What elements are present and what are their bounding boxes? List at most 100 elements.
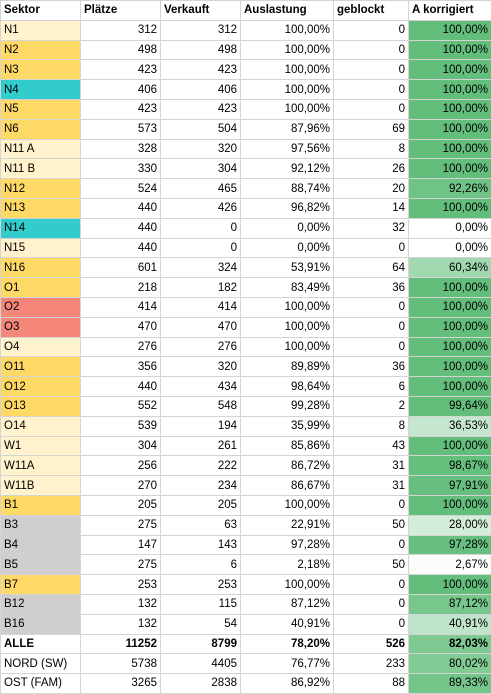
cell-sektor[interactable]: ALLE bbox=[1, 634, 81, 654]
cell-korrigiert[interactable]: 80,02% bbox=[409, 654, 491, 674]
cell-geblockt[interactable]: 6 bbox=[334, 377, 409, 397]
cell-plaetze[interactable]: 406 bbox=[81, 80, 161, 100]
cell-auslastung[interactable]: 100,00% bbox=[241, 575, 334, 595]
cell-auslastung[interactable]: 100,00% bbox=[241, 60, 334, 80]
cell-sektor[interactable]: O14 bbox=[1, 416, 81, 436]
cell-auslastung[interactable]: 100,00% bbox=[241, 495, 334, 515]
cell-geblockt[interactable]: 36 bbox=[334, 278, 409, 298]
cell-auslastung[interactable]: 86,92% bbox=[241, 674, 334, 694]
cell-auslastung[interactable]: 100,00% bbox=[241, 297, 334, 317]
cell-plaetze[interactable]: 498 bbox=[81, 40, 161, 60]
cell-sektor[interactable]: B5 bbox=[1, 555, 81, 575]
cell-geblockt[interactable]: 0 bbox=[334, 337, 409, 357]
cell-verkauft[interactable]: 406 bbox=[161, 80, 241, 100]
cell-auslastung[interactable]: 96,82% bbox=[241, 198, 334, 218]
cell-plaetze[interactable]: 205 bbox=[81, 495, 161, 515]
cell-plaetze[interactable]: 524 bbox=[81, 179, 161, 199]
cell-verkauft[interactable]: 312 bbox=[161, 20, 241, 40]
cell-auslastung[interactable]: 100,00% bbox=[241, 337, 334, 357]
cell-korrigiert[interactable]: 99,64% bbox=[409, 396, 491, 416]
cell-plaetze[interactable]: 276 bbox=[81, 337, 161, 357]
header-verkauft[interactable]: Verkauft bbox=[161, 1, 241, 21]
cell-geblockt[interactable]: 36 bbox=[334, 357, 409, 377]
cell-geblockt[interactable]: 8 bbox=[334, 139, 409, 159]
cell-geblockt[interactable]: 0 bbox=[334, 594, 409, 614]
cell-plaetze[interactable]: 330 bbox=[81, 159, 161, 179]
cell-auslastung[interactable]: 2,18% bbox=[241, 555, 334, 575]
cell-plaetze[interactable]: 423 bbox=[81, 60, 161, 80]
cell-geblockt[interactable]: 0 bbox=[334, 535, 409, 555]
cell-sektor[interactable]: O4 bbox=[1, 337, 81, 357]
cell-sektor[interactable]: N15 bbox=[1, 238, 81, 258]
cell-plaetze[interactable]: 270 bbox=[81, 476, 161, 496]
cell-sektor[interactable]: B16 bbox=[1, 614, 81, 634]
cell-verkauft[interactable]: 0 bbox=[161, 238, 241, 258]
cell-verkauft[interactable]: 6 bbox=[161, 555, 241, 575]
cell-verkauft[interactable]: 182 bbox=[161, 278, 241, 298]
cell-verkauft[interactable]: 2838 bbox=[161, 674, 241, 694]
cell-geblockt[interactable]: 0 bbox=[334, 614, 409, 634]
cell-plaetze[interactable]: 328 bbox=[81, 139, 161, 159]
cell-auslastung[interactable]: 40,91% bbox=[241, 614, 334, 634]
cell-sektor[interactable]: O1 bbox=[1, 278, 81, 298]
cell-korrigiert[interactable]: 28,00% bbox=[409, 515, 491, 535]
cell-korrigiert[interactable]: 100,00% bbox=[409, 40, 491, 60]
cell-auslastung[interactable]: 97,28% bbox=[241, 535, 334, 555]
cell-plaetze[interactable]: 601 bbox=[81, 258, 161, 278]
cell-sektor[interactable]: N3 bbox=[1, 60, 81, 80]
cell-verkauft[interactable]: 470 bbox=[161, 317, 241, 337]
cell-auslastung[interactable]: 53,91% bbox=[241, 258, 334, 278]
cell-korrigiert[interactable]: 82,03% bbox=[409, 634, 491, 654]
cell-sektor[interactable]: O2 bbox=[1, 297, 81, 317]
cell-korrigiert[interactable]: 87,12% bbox=[409, 594, 491, 614]
cell-korrigiert[interactable]: 100,00% bbox=[409, 20, 491, 40]
cell-sektor[interactable]: NORD (SW) bbox=[1, 654, 81, 674]
cell-sektor[interactable]: N14 bbox=[1, 218, 81, 238]
cell-korrigiert[interactable]: 97,28% bbox=[409, 535, 491, 555]
cell-korrigiert[interactable]: 60,34% bbox=[409, 258, 491, 278]
cell-sektor[interactable]: N2 bbox=[1, 40, 81, 60]
cell-plaetze[interactable]: 253 bbox=[81, 575, 161, 595]
cell-geblockt[interactable]: 0 bbox=[334, 20, 409, 40]
cell-geblockt[interactable]: 8 bbox=[334, 416, 409, 436]
cell-auslastung[interactable]: 87,96% bbox=[241, 119, 334, 139]
cell-plaetze[interactable]: 304 bbox=[81, 436, 161, 456]
cell-plaetze[interactable]: 552 bbox=[81, 396, 161, 416]
cell-sektor[interactable]: B12 bbox=[1, 594, 81, 614]
cell-geblockt[interactable]: 31 bbox=[334, 476, 409, 496]
cell-korrigiert[interactable]: 100,00% bbox=[409, 377, 491, 397]
cell-verkauft[interactable]: 0 bbox=[161, 218, 241, 238]
cell-auslastung[interactable]: 22,91% bbox=[241, 515, 334, 535]
cell-plaetze[interactable]: 423 bbox=[81, 99, 161, 119]
cell-verkauft[interactable]: 115 bbox=[161, 594, 241, 614]
cell-auslastung[interactable]: 86,67% bbox=[241, 476, 334, 496]
cell-sektor[interactable]: B1 bbox=[1, 495, 81, 515]
cell-verkauft[interactable]: 205 bbox=[161, 495, 241, 515]
cell-sektor[interactable]: W11B bbox=[1, 476, 81, 496]
cell-korrigiert[interactable]: 98,67% bbox=[409, 456, 491, 476]
cell-plaetze[interactable]: 275 bbox=[81, 555, 161, 575]
cell-verkauft[interactable]: 498 bbox=[161, 40, 241, 60]
cell-korrigiert[interactable]: 100,00% bbox=[409, 436, 491, 456]
cell-geblockt[interactable]: 0 bbox=[334, 238, 409, 258]
cell-auslastung[interactable]: 100,00% bbox=[241, 40, 334, 60]
cell-verkauft[interactable]: 320 bbox=[161, 139, 241, 159]
cell-auslastung[interactable]: 76,77% bbox=[241, 654, 334, 674]
cell-plaetze[interactable]: 414 bbox=[81, 297, 161, 317]
cell-geblockt[interactable]: 88 bbox=[334, 674, 409, 694]
cell-korrigiert[interactable]: 0,00% bbox=[409, 238, 491, 258]
header-plaetze[interactable]: Plätze bbox=[81, 1, 161, 21]
cell-geblockt[interactable]: 0 bbox=[334, 80, 409, 100]
cell-sektor[interactable]: B7 bbox=[1, 575, 81, 595]
cell-korrigiert[interactable]: 100,00% bbox=[409, 317, 491, 337]
cell-geblockt[interactable]: 43 bbox=[334, 436, 409, 456]
cell-sektor[interactable]: O11 bbox=[1, 357, 81, 377]
cell-plaetze[interactable]: 440 bbox=[81, 218, 161, 238]
cell-sektor[interactable]: W11A bbox=[1, 456, 81, 476]
cell-geblockt[interactable]: 233 bbox=[334, 654, 409, 674]
cell-geblockt[interactable]: 0 bbox=[334, 297, 409, 317]
cell-sektor[interactable]: O12 bbox=[1, 377, 81, 397]
cell-sektor[interactable]: B4 bbox=[1, 535, 81, 555]
cell-verkauft[interactable]: 504 bbox=[161, 119, 241, 139]
cell-plaetze[interactable]: 356 bbox=[81, 357, 161, 377]
